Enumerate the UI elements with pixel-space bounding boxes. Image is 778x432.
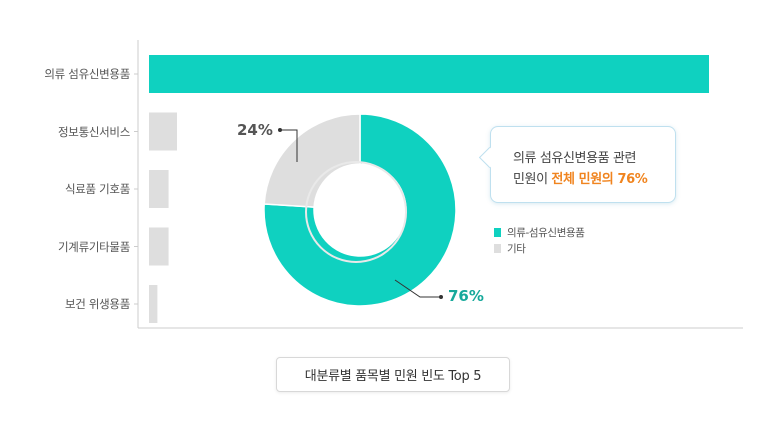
category-label-1: 의류 섬유신변용품 bbox=[44, 67, 130, 81]
bar-2 bbox=[149, 112, 177, 151]
legend-label-main: 의류-섬유신변용품 bbox=[507, 226, 585, 239]
callout-line-2: 민원이 전체 민원의 76% bbox=[513, 168, 648, 187]
callout-highlight: 전체 민원의 76% bbox=[551, 172, 648, 187]
leader-dot-other bbox=[278, 128, 282, 132]
callout-line-2-prefix: 민원이 bbox=[513, 172, 552, 187]
category-label-4: 기계류기타물품 bbox=[58, 239, 130, 254]
legend-item-main: 의류-섬유신변용품 bbox=[494, 224, 585, 240]
legend-item-other: 기타 bbox=[494, 240, 584, 256]
leader-dot-main bbox=[439, 295, 443, 299]
chart-axes bbox=[134, 40, 743, 329]
chart-title: 대분류별 품목별 민원 빈도 Top 5 bbox=[276, 357, 510, 392]
leader-line-main bbox=[394, 279, 441, 298]
donut-value-label-main: 76% bbox=[448, 287, 484, 305]
category-label-3: 식료품 기호품 bbox=[64, 182, 130, 196]
callout-bubble: 의류 섬유신변용품 관련 민원이 전체 민원의 76% bbox=[478, 126, 676, 203]
leader-line-other bbox=[280, 129, 298, 162]
category-label-5: 보건 위생용품 bbox=[64, 297, 130, 311]
donut-value-label-other: 24% bbox=[237, 121, 273, 139]
callout-line-1: 의류 섬유신변용품 관련 bbox=[513, 151, 637, 166]
bar-4 bbox=[149, 227, 169, 266]
chart-legend: 의류-섬유신변용품 기타 bbox=[494, 224, 585, 256]
donut-slice-2 bbox=[263, 113, 361, 208]
legend-swatch-main bbox=[494, 227, 501, 237]
donut-inner-shadow bbox=[305, 161, 407, 263]
category-label-2: 정보통신서비스 bbox=[58, 124, 130, 139]
donut-leader-lines bbox=[278, 128, 443, 299]
bar-series bbox=[149, 55, 709, 323]
donut-chart bbox=[263, 113, 457, 307]
bar-3 bbox=[149, 170, 169, 208]
legend-swatch-other bbox=[494, 243, 501, 253]
bar-5 bbox=[149, 285, 158, 323]
bar-1 bbox=[149, 55, 709, 93]
legend-label-other: 기타 bbox=[507, 242, 526, 255]
